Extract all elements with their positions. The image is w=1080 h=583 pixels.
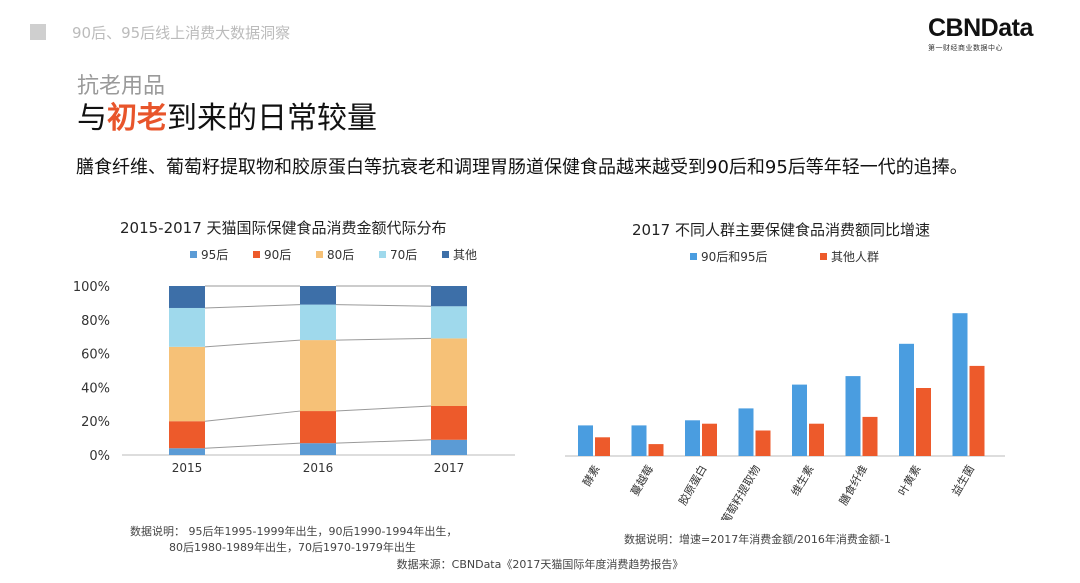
x-tick-label: 2015 [172,461,203,475]
brand-logo: CBNData 第一财经商业数据中心 [928,14,1058,53]
left-chart-title: 2015-2017 天猫国际保健食品消费金额代际分布 [120,219,447,237]
bar-胶原蛋白-90后和95后 [685,420,700,456]
header-square [30,24,46,40]
legend-swatch-0 [690,253,697,260]
legend-swatch-3 [379,251,386,258]
connector-line [204,442,301,449]
section-title: 90后、95后线上消费大数据洞察 [72,24,291,42]
legend-swatch-2 [316,251,323,258]
headline-pre: 与 [77,101,107,136]
bar-segment-2017-70后 [431,306,467,339]
bar-蔓越莓-90后和95后 [631,425,647,456]
y-tick-label: 80% [81,314,110,329]
x-tick-label: 胶原蛋白 [675,463,709,508]
legend-swatch-0 [190,251,197,258]
right-note: 数据说明：增速=2017年消费金额/2016年消费金额-1 [624,533,891,546]
headline-post: 到来的日常较量 [167,101,377,136]
bar-segment-2016-其他 [300,286,336,305]
y-tick-label: 0% [89,449,110,464]
y-tick-label: 40% [81,381,110,396]
bar-segment-2017-90后 [431,405,467,440]
bar-segment-2017-其他 [431,286,467,307]
connector-line [204,410,301,422]
bar-segment-2015-80后 [169,346,205,422]
legend-label-1: 90后 [264,248,291,262]
bar-segment-2016-80后 [300,340,336,412]
data-source: 数据来源：CBNData《2017天猫国际年度消费趋势报告》 [396,558,684,571]
x-tick-label: 膳食纤维 [836,463,870,508]
left-note: 数据说明： 95后年1995-1999年出生，90后1990-1994年出生， … [130,524,457,556]
legend-label-0: 95后 [201,248,228,262]
slide-kicker: 抗老用品 [77,74,166,99]
legend-label-2: 80后 [327,248,354,262]
legend-label-1: 其他人群 [831,250,879,264]
y-tick-label: 100% [73,280,110,295]
connector-line [204,339,301,348]
connector-line [335,439,432,444]
connector-line [335,405,432,412]
x-tick-label: 2016 [303,461,334,475]
legend-label-4: 其他 [453,248,477,262]
bar-segment-2016-90后 [300,411,336,444]
x-tick-label: 2017 [434,461,465,475]
bar-维生素-其他人群 [809,423,824,456]
bar-益生菌-90后和95后 [952,313,968,456]
headline-highlight: 初老 [107,101,167,136]
bar-segment-2017-80后 [431,338,467,406]
right-chart-title: 2017 不同人群主要保健食品消费额同比增速 [632,221,930,239]
bar-维生素-90后和95后 [792,384,807,456]
bar-葡萄籽提取物-其他人群 [755,430,771,456]
bar-segment-2016-70后 [300,304,336,341]
brand-tagline: 第一财经商业数据中心 [928,44,1003,52]
slide-headline: 与初老到来的日常较量 [77,93,377,137]
legend-label-0: 90后和95后 [701,250,768,264]
bar-葡萄籽提取物-90后和95后 [738,408,754,456]
legend-label-3: 70后 [390,248,417,262]
connector-line [335,304,432,307]
bar-segment-2017-95后 [431,439,467,455]
connector-line [204,304,301,309]
bar-叶黄素-90后和95后 [899,343,914,456]
x-tick-label: 叶黄素 [895,463,924,499]
brand-name: CBNData [928,14,1033,42]
x-tick-label: 葡萄籽提取物 [718,463,763,521]
bar-segment-2015-95后 [169,448,205,455]
bar-叶黄素-其他人群 [916,388,931,456]
y-tick-label: 20% [81,415,110,430]
legend-swatch-1 [253,251,260,258]
bar-segment-2015-其他 [169,286,205,308]
bar-segment-2016-95后 [300,443,336,455]
x-tick-label: 维生素 [788,463,817,499]
left-note-line2: 80后1980-1989年出生，70后1970-1979年出生 [169,541,416,554]
x-tick-label: 蔓越莓 [627,463,656,499]
bar-酵素-其他人群 [595,437,610,456]
legend-swatch-4 [442,251,449,258]
slide-intro: 膳食纤维、葡萄籽提取物和胶原蛋白等抗衰老和调理胃肠道保健食品越来越受到90后和9… [76,157,968,178]
bar-膳食纤维-90后和95后 [845,376,861,456]
bar-胶原蛋白-其他人群 [702,423,717,456]
bar-蔓越莓-其他人群 [648,444,664,456]
x-tick-label: 酵素 [580,463,602,489]
connector-line [335,337,432,341]
left-note-line1: 数据说明： 95后年1995-1999年出生，90后1990-1994年出生， [130,525,458,538]
x-tick-label: 益生菌 [948,463,977,499]
legend-swatch-1 [820,253,827,260]
bar-酵素-90后和95后 [578,425,593,456]
y-tick-label: 60% [81,348,110,363]
bar-膳食纤维-其他人群 [862,416,878,456]
bar-益生菌-其他人群 [969,365,985,456]
generation-stacked-bar-chart: 95后 90后 80后 70后 其他 0% 20% 40% 60% 80% 100% 2015 2016… [73,248,515,475]
bar-segment-2015-90后 [169,421,205,449]
bar-segment-2015-70后 [169,307,205,347]
